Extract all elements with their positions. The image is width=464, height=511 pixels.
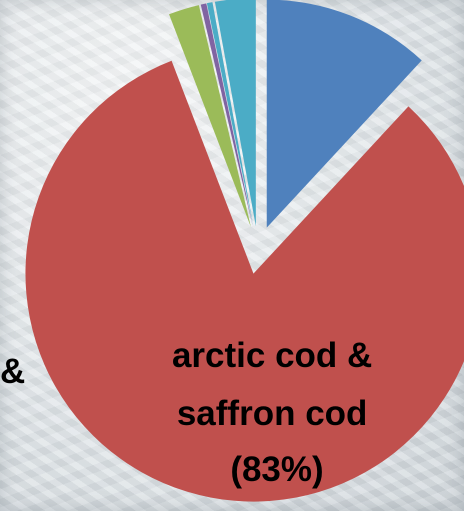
partial-label: & xyxy=(0,352,25,391)
slice-label-cod: arctic cod & saffron cod (83%) xyxy=(172,336,382,489)
pie-slices xyxy=(25,0,464,502)
pie-slice-4 xyxy=(200,3,253,227)
slice-label-line-3: (83%) xyxy=(230,450,323,489)
pie-slice-3 xyxy=(169,5,251,228)
pie-slice-1 xyxy=(266,0,422,228)
pie-slice-6 xyxy=(214,0,256,227)
slice-label-line-2: saffron cod xyxy=(177,394,368,433)
slice-label-line-1: arctic cod & xyxy=(172,336,372,375)
pie-slice-2 xyxy=(25,60,464,502)
pie-slice-5 xyxy=(206,2,254,227)
